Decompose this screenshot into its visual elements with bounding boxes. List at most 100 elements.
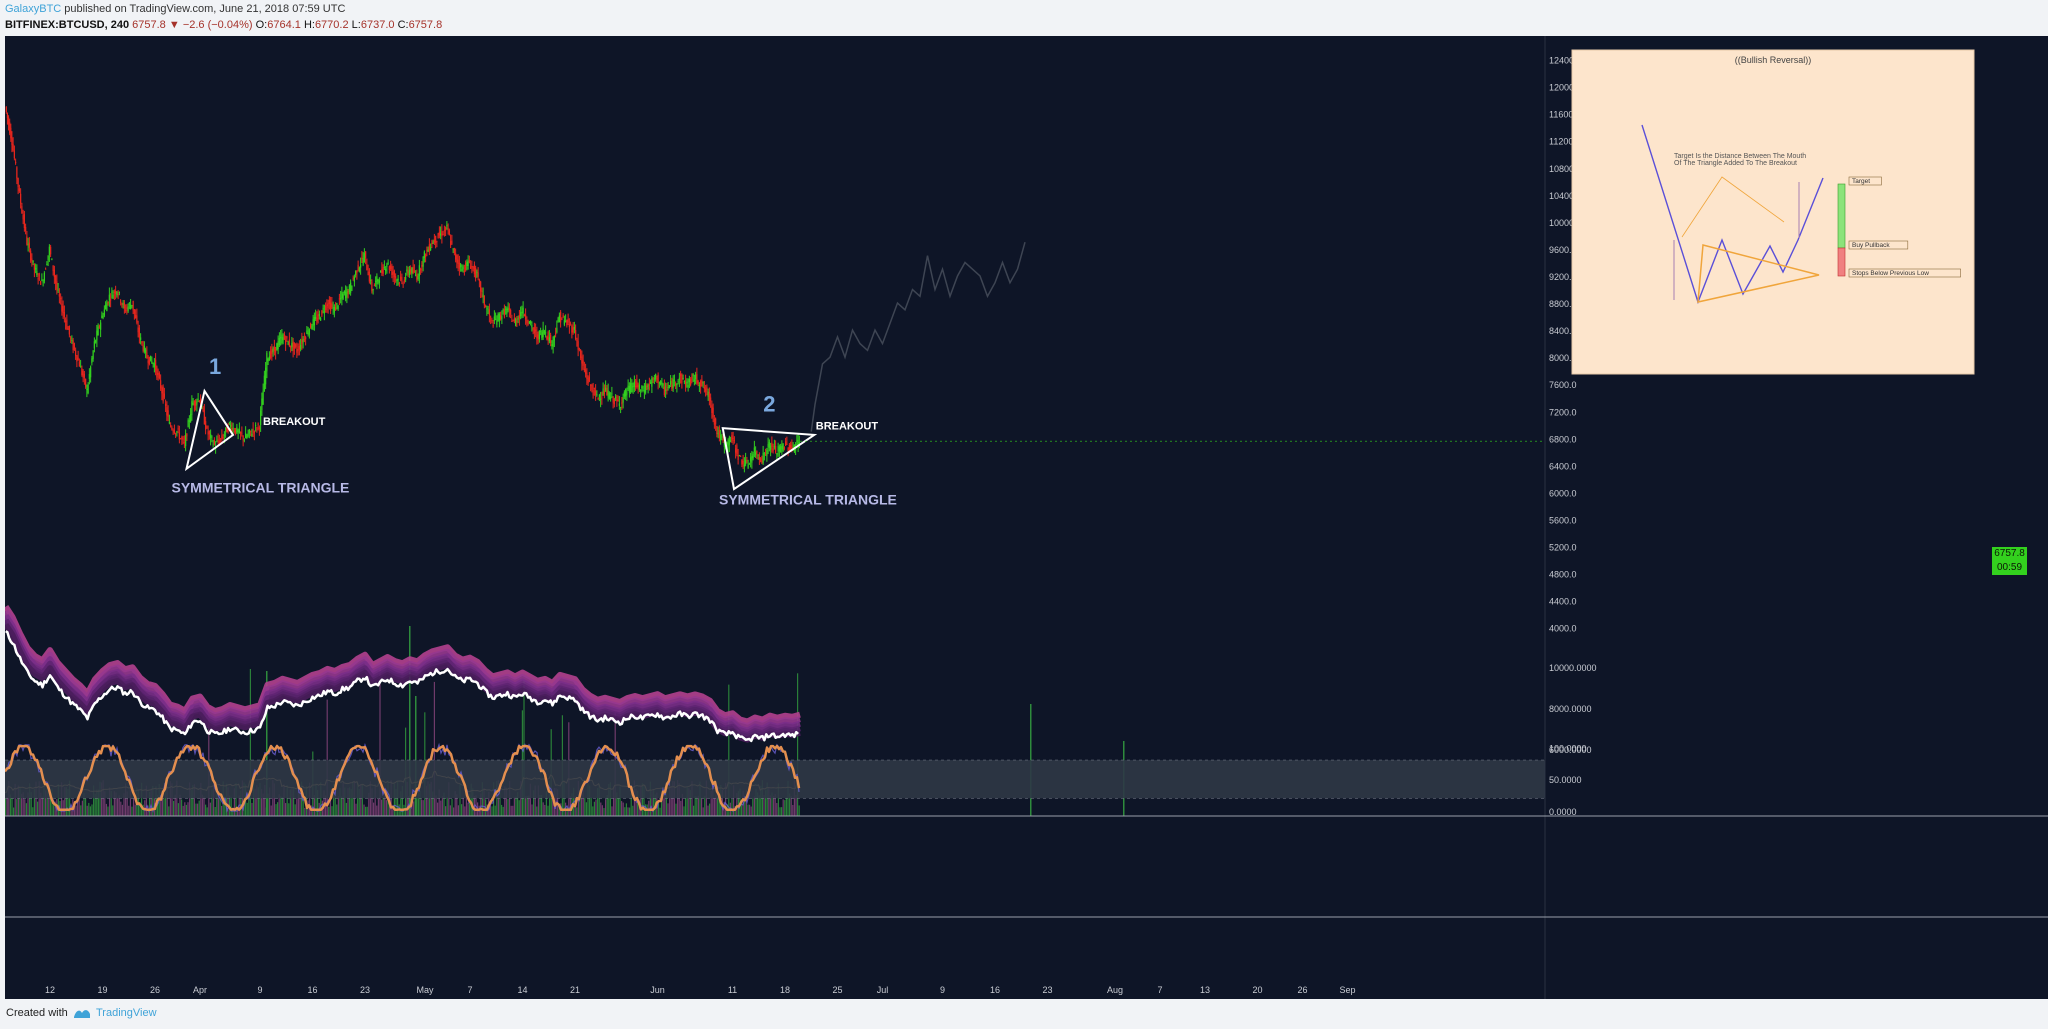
candle-body: [558, 315, 560, 323]
volume-bar: [205, 804, 207, 816]
candle-body: [298, 345, 300, 350]
candle-body: [53, 269, 55, 278]
volume-bar: [765, 790, 767, 816]
volume-bar: [725, 783, 727, 816]
candle-body: [496, 320, 498, 325]
volume-bar: [230, 796, 232, 816]
candle-body: [752, 454, 754, 459]
volume-bar: [685, 798, 687, 816]
x-tick-label: 20: [1252, 985, 1262, 995]
volume-bar: [781, 807, 783, 816]
volume-spike: [415, 696, 417, 816]
candle-body: [168, 422, 170, 424]
candle-body: [621, 402, 623, 404]
volume-bar: [733, 785, 735, 816]
x-tick-label: 9: [940, 985, 945, 995]
volume-bar: [385, 800, 387, 816]
volume-bar: [368, 792, 370, 816]
candle-body: [543, 330, 545, 334]
candle-body: [73, 343, 75, 350]
candle-body: [573, 326, 575, 330]
inset-illustration: ((Bullish Reversal)) Target Is the Distan…: [1571, 49, 1975, 375]
volume-bar: [166, 786, 168, 816]
volume-bar: [606, 794, 608, 816]
candle-body: [527, 323, 529, 325]
candle-body: [648, 384, 650, 386]
candle-body: [545, 332, 547, 334]
candle-body: [783, 447, 785, 450]
chart-canvas[interactable]: 4000.0 4400.0 4800.0 5200.0 5600.0 6000.0 6400…: [5, 36, 2048, 999]
candle-body: [160, 380, 162, 389]
candle-body: [478, 279, 480, 281]
volume-bar: [281, 796, 283, 816]
candle-body: [695, 374, 697, 380]
volume-bar: [603, 807, 605, 816]
candle-body: [781, 445, 783, 450]
candle-body: [560, 311, 562, 323]
candle-body: [247, 433, 249, 437]
candle-body: [282, 337, 284, 341]
candle-body: [173, 429, 175, 434]
x-tick-label: Jun: [650, 985, 665, 995]
volume-bar: [70, 806, 72, 816]
candle-body: [750, 457, 752, 462]
volume-bar: [357, 782, 359, 816]
symbol-label[interactable]: BITFINEX:BTCUSD, 240: [5, 19, 130, 31]
volume-bar: [195, 803, 197, 816]
candle-body: [581, 356, 583, 364]
tradingview-logo-icon[interactable]: [73, 1006, 91, 1020]
volume-bar: [89, 806, 91, 816]
volume-bar: [451, 798, 453, 816]
candle-body: [565, 320, 567, 323]
open-label: O:: [255, 19, 268, 31]
volume-bar: [27, 792, 29, 816]
volume-bar: [176, 780, 178, 816]
candle-body: [308, 329, 310, 335]
volume-bar: [664, 786, 666, 816]
candle-body: [48, 246, 50, 256]
candle-body: [471, 265, 473, 267]
candle-body: [655, 374, 657, 380]
candle-body: [377, 279, 379, 282]
tradingview-link[interactable]: TradingView: [96, 1007, 157, 1019]
volume-bar: [777, 783, 779, 816]
candle-body: [183, 442, 185, 444]
candle-body: [97, 326, 99, 336]
candle-body: [651, 378, 653, 387]
volume-bar: [462, 796, 464, 816]
volume-bar: [445, 806, 447, 816]
open-value: 6764.1: [267, 19, 301, 31]
volume-bar: [358, 788, 360, 816]
candle-body: [456, 255, 458, 263]
candle-body: [141, 341, 143, 343]
candle-body: [318, 314, 320, 316]
volume-bar: [584, 797, 586, 816]
candle-body: [720, 434, 722, 441]
candle-body: [586, 372, 588, 379]
author-link[interactable]: GalaxyBTC: [5, 3, 62, 15]
candle-body: [702, 382, 704, 384]
candle-body: [705, 388, 707, 392]
candle-body: [542, 328, 544, 338]
candle-body: [36, 270, 38, 276]
volume-bar: [123, 793, 125, 816]
volume-bar: [149, 791, 151, 816]
inset-label-box: [1848, 176, 1882, 186]
chart-area[interactable]: 4000.0 4400.0 4800.0 5200.0 5600.0 6000.0 6400…: [5, 36, 2048, 999]
volume-bar: [13, 807, 15, 816]
volume-bar: [533, 790, 535, 816]
candle-body: [548, 337, 550, 342]
candle-body: [590, 384, 592, 386]
candle-body: [547, 332, 549, 341]
candle-body: [315, 316, 317, 320]
volume-bar: [437, 802, 439, 816]
x-tick-label: 21: [570, 985, 580, 995]
volume-bar: [648, 800, 650, 816]
volume-bar: [758, 795, 760, 816]
candle-body: [602, 388, 604, 396]
candle-body: [437, 233, 439, 239]
candle-body: [362, 258, 364, 265]
volume-bar: [635, 788, 637, 816]
candle-body: [323, 310, 325, 314]
candle-body: [780, 446, 782, 453]
